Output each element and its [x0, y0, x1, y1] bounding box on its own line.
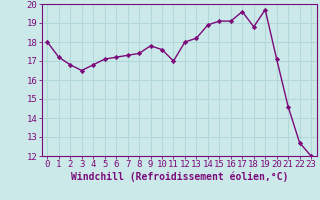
X-axis label: Windchill (Refroidissement éolien,°C): Windchill (Refroidissement éolien,°C) [70, 172, 288, 182]
